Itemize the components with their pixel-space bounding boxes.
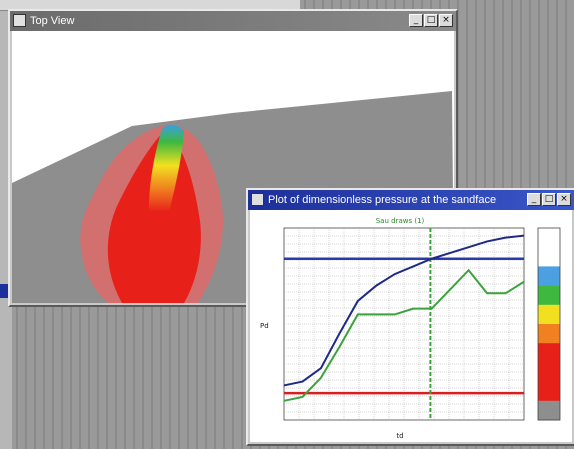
colorbar-segment (538, 362, 560, 383)
plot-titlebar[interactable]: Plot of dimensionless pressure at the sa… (248, 190, 574, 210)
plot-minimize-button[interactable]: _ (527, 193, 541, 206)
plume-core (148, 124, 184, 241)
maximize-button[interactable]: □ (424, 14, 438, 27)
plot-canvas[interactable]: Sau draws (1) Pd td (250, 210, 572, 442)
top-view-titlebar[interactable]: Top View _ □ × (10, 11, 456, 31)
colorbar-segment (538, 228, 560, 248)
plot-maximize-button[interactable]: □ (542, 193, 556, 206)
chart-title: Sau draws (1) (376, 217, 425, 225)
colorbar-segment (538, 304, 560, 325)
x-axis-label: td (396, 432, 403, 440)
series-line (283, 268, 525, 402)
plot-title: Plot of dimensionless pressure at the sa… (268, 194, 497, 206)
grid-lines (284, 228, 524, 420)
colorbar-segment (538, 285, 560, 306)
color-scale-bar (537, 227, 561, 421)
series-lines (283, 234, 525, 402)
plot-app-icon[interactable] (251, 193, 264, 206)
series-line (283, 234, 525, 387)
colorbar-segment (538, 266, 560, 287)
colorbar-border (537, 227, 561, 421)
minimize-button[interactable]: _ (409, 14, 423, 27)
close-button[interactable]: × (439, 14, 453, 27)
y-axis-label: Pd (260, 322, 269, 330)
app-icon[interactable] (13, 14, 26, 27)
colorbar-segment (538, 343, 560, 363)
pressure-chart: Sau draws (1) Pd td (260, 217, 561, 440)
colorbar-segment (538, 381, 560, 402)
plot-window[interactable]: Plot of dimensionless pressure at the sa… (246, 188, 574, 446)
colorbar-segment (538, 400, 560, 421)
plot-close-button[interactable]: × (557, 193, 571, 206)
colorbar-segment (538, 324, 560, 344)
colorbar-segment (538, 247, 560, 267)
taskbar-blue-item[interactable] (0, 284, 10, 298)
top-view-title: Top View (30, 15, 75, 27)
